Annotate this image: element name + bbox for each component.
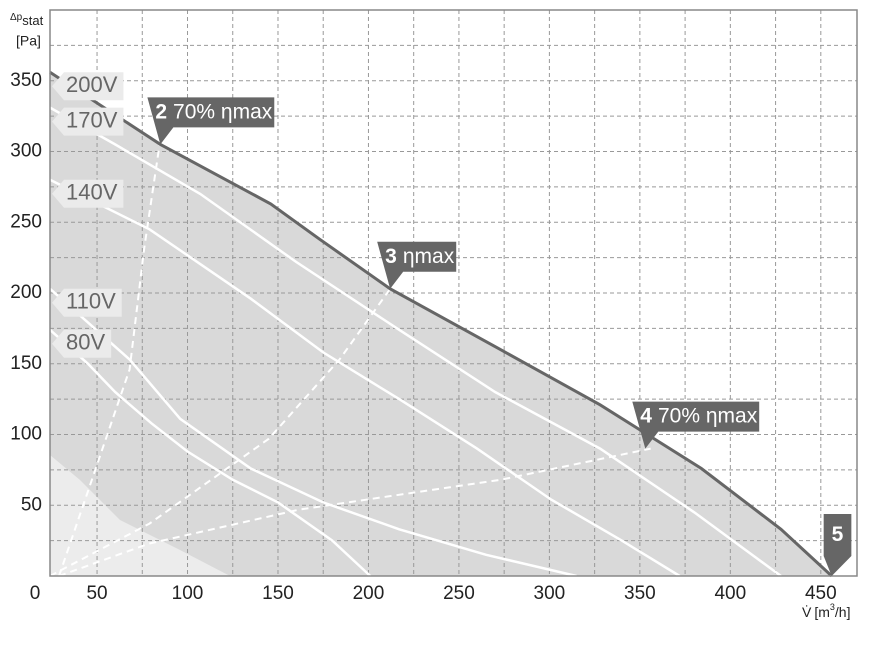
x-tick-label: 450 — [805, 583, 837, 604]
x-label-unit-end: /h] — [835, 604, 851, 620]
annotation-number: 3 — [385, 244, 397, 267]
y-label-subscript: stat — [22, 13, 43, 28]
y-tick-label: 200 — [10, 282, 42, 303]
legend-label: 200V — [66, 72, 118, 97]
voltage-label-bg — [52, 107, 124, 136]
line-layer — [49, 71, 833, 578]
annotation-text: 5 — [832, 523, 844, 546]
annotation-text: 4 70% ηmax — [640, 404, 757, 427]
grid-layer — [50, 10, 857, 576]
annotation-text: 3 ηmax — [385, 244, 455, 267]
area-layer — [50, 72, 832, 577]
voltage-label-bg — [52, 329, 112, 358]
x-label-unit-start: [m — [814, 604, 830, 620]
y-tick-label: 150 — [10, 353, 42, 374]
annotation-number: 4 — [640, 404, 652, 427]
annotation-box — [377, 241, 457, 289]
y-label-symbol: Δp — [10, 12, 23, 23]
y-tick-label: 250 — [10, 211, 42, 232]
legend-label: 80V — [66, 330, 105, 355]
annotation-box — [147, 97, 275, 145]
label-layer: 200V 170V 140V 110V 80V 2 70% ηmax 3 ηmax 4 70% ηm… — [52, 72, 852, 576]
y-axis-label: Δpstat — [10, 12, 44, 29]
x-tick-label: 200 — [353, 583, 385, 604]
voltage-curve — [49, 106, 782, 578]
voltage-label-bg — [52, 72, 124, 101]
annotation-text: 2 70% ηmax — [155, 100, 272, 123]
y-tick-label: 300 — [10, 141, 42, 162]
x-tick-label: 150 — [262, 583, 294, 604]
x-tick-label: 350 — [624, 583, 656, 604]
x-label-superscript: 3 — [830, 602, 835, 612]
y-tick-label: 350 — [10, 70, 42, 91]
efficiency-line — [49, 288, 392, 577]
voltage-label-bg — [52, 288, 122, 317]
x-label-symbol: V̇ — [802, 604, 812, 620]
legend-label: 110V — [66, 289, 116, 314]
annotation-number: 5 — [832, 523, 844, 546]
x-tick-label: 400 — [714, 583, 746, 604]
low-region — [50, 455, 230, 576]
voltage-curve — [49, 328, 372, 577]
annotation-label: ηmax — [403, 244, 455, 267]
voltage-curve — [49, 178, 681, 578]
annotation-label: 70% ηmax — [173, 100, 273, 123]
efficiency-line — [58, 138, 162, 577]
y-axis-unit: [Pa] — [16, 33, 41, 49]
x-tick-label: 50 — [86, 583, 107, 604]
y-tick-label: 100 — [10, 424, 42, 445]
x-axis-label: V̇ [m3/h] — [802, 602, 851, 619]
envelope-area — [50, 72, 832, 577]
x-tick-label: 250 — [443, 583, 475, 604]
legend-label: 140V — [66, 180, 118, 205]
efficiency-line — [58, 447, 651, 577]
annotation-label: 70% ηmax — [658, 404, 758, 427]
x-tick-label: 300 — [534, 583, 566, 604]
legend-label: 170V — [66, 107, 118, 132]
annotation-box — [823, 514, 852, 576]
origin-label: 0 — [30, 583, 41, 604]
plot-border — [49, 9, 858, 577]
annotation-number: 2 — [155, 100, 167, 123]
voltage-curve — [49, 287, 577, 578]
x-tick-label: 100 — [172, 583, 204, 604]
voltage-label-bg — [52, 179, 124, 208]
max-curve — [49, 71, 833, 578]
y-tick-label: 50 — [21, 494, 42, 515]
annotation-box — [632, 401, 760, 449]
